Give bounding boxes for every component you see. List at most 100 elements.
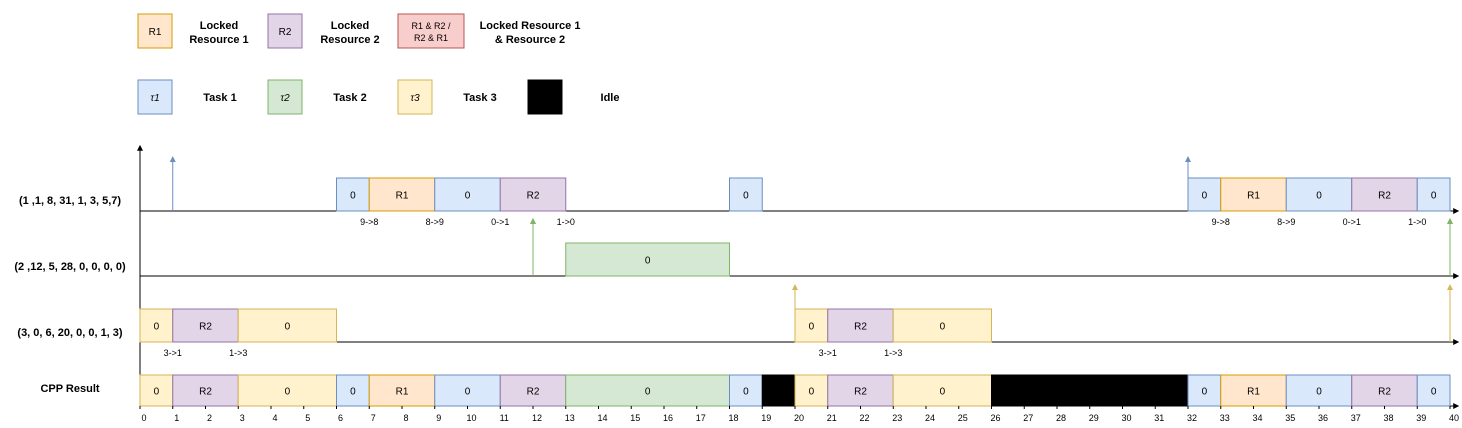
result-segment <box>139 374 174 407</box>
legend-both-text-line1: Locked Resource 1 <box>480 20 581 32</box>
task3-arrival-arrow-head <box>1447 284 1453 290</box>
result-segment <box>336 374 370 407</box>
task1-segment <box>1220 177 1287 212</box>
time-tick-label: 16 <box>663 413 673 423</box>
time-tick-label: 34 <box>1252 413 1262 423</box>
task3-segment <box>139 308 174 343</box>
task2-segment <box>565 242 730 277</box>
time-tick-label: 17 <box>696 413 706 423</box>
result-segment <box>794 374 829 407</box>
result-segment-label: 0 <box>1316 387 1322 398</box>
time-tick-label: 38 <box>1383 413 1393 423</box>
result-segment-label: R2 <box>1378 387 1391 398</box>
result-segment <box>892 374 992 407</box>
result-segment-label: R2 <box>854 387 867 398</box>
task1-priority-change-label: 8->9 <box>1277 217 1295 227</box>
task1-segment <box>1285 177 1353 212</box>
task3-segment-label: 0 <box>940 322 946 333</box>
task1-segment-label: 0 <box>1431 191 1437 202</box>
result-segment-label: 0 <box>154 387 160 398</box>
task3-segment-label: 0 <box>154 322 160 333</box>
legend-r1-swatch <box>137 13 173 49</box>
time-tick-label: 6 <box>338 413 343 423</box>
row-label-task3: (3, 0, 6, 20, 0, 0, 1, 3) <box>17 327 123 339</box>
marks-layer: 9->8 8->9 0->1 1->0 9->8 8->9 0->1 1->0 3->1 1->3… <box>164 156 1453 358</box>
time-tick-label: 25 <box>958 413 968 423</box>
legend-r1-text-line2: Resource 1 <box>189 34 248 46</box>
time-tick-label: 3 <box>240 413 245 423</box>
time-tick-label: 1 <box>174 413 179 423</box>
task1-priority-change-label: 8->9 <box>426 217 444 227</box>
task1-segment-label: R1 <box>1247 191 1260 202</box>
result-segment-label: 0 <box>1431 387 1437 398</box>
task3-arrival-arrow-head <box>792 284 798 290</box>
time-tick-label: 24 <box>925 413 935 423</box>
time-tick-label: 13 <box>565 413 575 423</box>
legend-resources: R1 Locked Resource 1 R2 Locked Resource … <box>137 13 581 49</box>
time-tick-label: 10 <box>466 413 476 423</box>
task1-priority-change-label: 1->0 <box>557 217 575 227</box>
task1-segment-label: 0 <box>350 191 356 202</box>
legend-both-box-line1: R1 & R2 / <box>411 21 451 31</box>
result-segment-label: R1 <box>1247 387 1260 398</box>
task2-segment-label: 0 <box>645 256 651 267</box>
time-tick-label: 26 <box>990 413 1000 423</box>
task1-segment-label: 0 <box>465 191 471 202</box>
legend-both-box-line2: R2 & R1 <box>414 33 448 43</box>
time-tick-label: 29 <box>1089 413 1099 423</box>
result-segment-label: 0 <box>743 387 749 398</box>
task1-segment <box>368 177 436 212</box>
time-tick-label: 2 <box>207 413 212 423</box>
task1-segment-label: R1 <box>396 191 409 202</box>
time-tick-label: 39 <box>1416 413 1426 423</box>
legend-task2-label: Task 2 <box>333 92 366 104</box>
time-tick-label: 12 <box>532 413 542 423</box>
result-segment <box>827 374 894 407</box>
task1-segment-label: R2 <box>1378 191 1391 202</box>
task1-segment <box>1351 177 1418 212</box>
result-segment-label: R1 <box>396 387 409 398</box>
task1-priority-change-label: 0->1 <box>1343 217 1361 227</box>
task1-priority-change-label: 1->0 <box>1408 217 1426 227</box>
time-tick-label: 35 <box>1285 413 1295 423</box>
legend-r2-text-line2: Resource 2 <box>320 34 379 46</box>
task1-segment <box>1416 177 1451 212</box>
task3-priority-change-label: 1->3 <box>229 348 247 358</box>
result-segment-label: R2 <box>527 387 540 398</box>
result-segment <box>1351 374 1418 407</box>
result-segment <box>729 374 763 407</box>
task1-priority-change-label: 9->8 <box>1212 217 1230 227</box>
task1-arrival-arrow-head <box>1185 156 1191 162</box>
legend-both-text-line2: & Resource 2 <box>495 34 565 46</box>
time-tick-label: 0 <box>141 413 146 423</box>
task1-segment <box>729 177 763 212</box>
time-tick-label: 28 <box>1056 413 1066 423</box>
task1-segment-label: 0 <box>1202 191 1208 202</box>
time-tick-label: 27 <box>1023 413 1033 423</box>
task3-segment <box>794 308 829 343</box>
time-tick-label: 33 <box>1220 413 1230 423</box>
time-tick-label: 21 <box>827 413 837 423</box>
result-segment-label: 0 <box>645 387 651 398</box>
task3-segment <box>237 308 337 343</box>
task3-priority-change-label: 3->1 <box>164 348 182 358</box>
row-label-result: CPP Result <box>40 383 99 395</box>
legend-tau2: τ2 <box>280 93 290 104</box>
time-ticks-layer: 0 1 2 3 4 5 6 7 8 9 10 11 12 13 14 15 16 17 18 19 20 21 22 23 24… <box>139 406 1459 423</box>
time-tick-label: 7 <box>371 413 376 423</box>
task1-priority-change-label: 9->8 <box>360 217 378 227</box>
time-tick-label: 36 <box>1318 413 1328 423</box>
row-label-task2: (2 ,12, 5, 28, 0, 0, 0, 0) <box>14 261 126 273</box>
time-tick-label: 9 <box>436 413 441 423</box>
legend-task3-swatch <box>397 79 433 115</box>
legend-r2-box-label: R2 <box>279 27 292 38</box>
time-tick-label: 8 <box>403 413 408 423</box>
time-tick-label: 15 <box>630 413 640 423</box>
time-tick-label: 19 <box>761 413 771 423</box>
result-segment-label: 0 <box>809 387 815 398</box>
result-segment-label: 0 <box>1202 387 1208 398</box>
time-tick-label: 31 <box>1154 413 1164 423</box>
legend-tau3: τ3 <box>410 93 420 104</box>
legend-task1-swatch <box>137 79 173 115</box>
task3-segment-label: R2 <box>199 322 212 333</box>
